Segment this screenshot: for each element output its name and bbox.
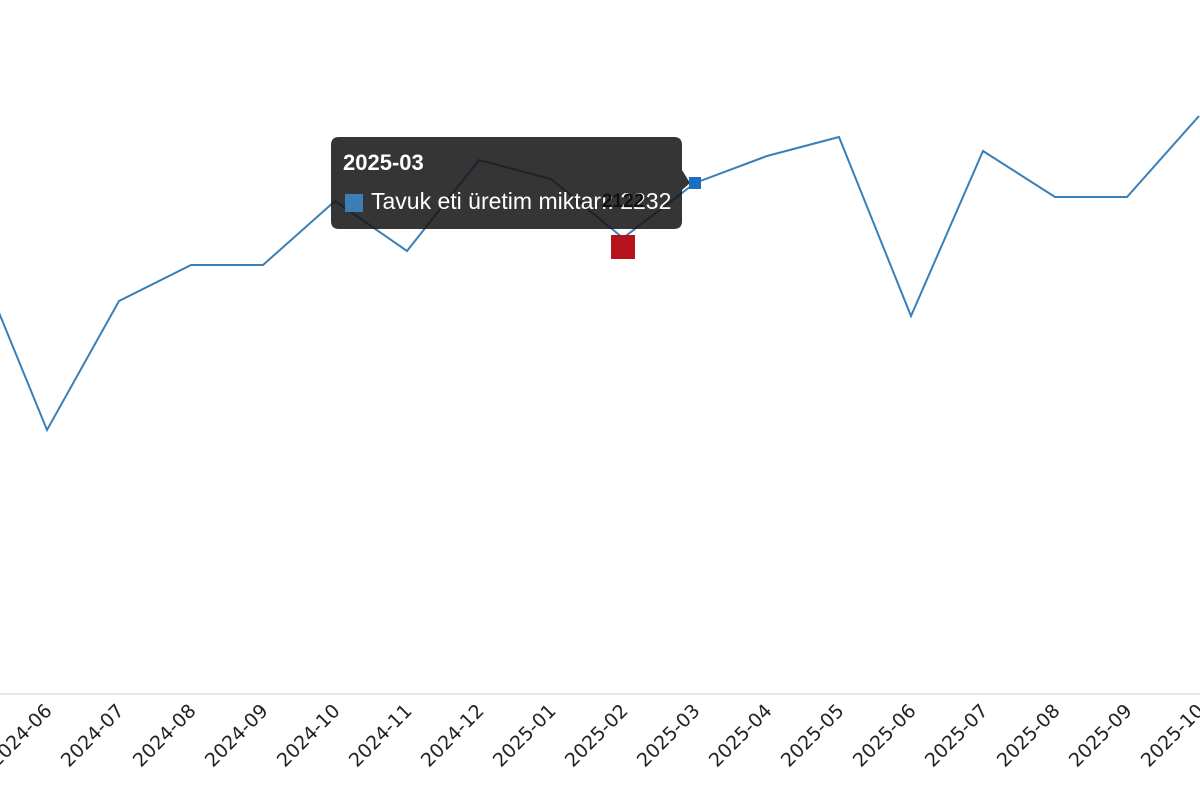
x-tick-label: 2024-08 (129, 700, 201, 772)
x-tick-label: 2025-06 (849, 700, 921, 772)
x-tick-label: 2025-01 (489, 700, 561, 772)
x-tick-label: 2025-05 (777, 700, 849, 772)
x-tick-label: 2025-07 (921, 700, 993, 772)
x-tick-label: 2024-11 (345, 700, 417, 772)
x-tick-label: 2024-12 (417, 700, 489, 772)
tooltip-swatch (345, 194, 363, 212)
highlight-label: 2122 (602, 191, 644, 212)
x-tick-label: 2025-03 (633, 700, 705, 772)
highlight-marker (611, 235, 635, 259)
x-tick-label: 2024-09 (201, 700, 273, 772)
tooltip-text: Tavuk eti üretim miktarı: 2232 (371, 188, 671, 214)
x-tick-label: 2025-08 (993, 700, 1065, 772)
hover-point (689, 177, 701, 189)
x-tick-label: 2024-10 (273, 700, 345, 772)
tooltip: 2025-03 Tavuk eti üretim miktarı: 2232 (331, 137, 690, 229)
tooltip-box (331, 137, 690, 229)
overlay: 2122 (602, 177, 701, 259)
x-tick-label: 2024-06 (0, 700, 57, 772)
x-tick-label: 2025-10 (1137, 700, 1200, 772)
x-tick-label: 2025-09 (1065, 700, 1137, 772)
x-tick-label: 2024-07 (57, 700, 129, 772)
x-tick-label: 2025-02 (561, 700, 633, 772)
tooltip-title: 2025-03 (343, 150, 424, 175)
x-tick-label: 2025-04 (705, 700, 777, 772)
